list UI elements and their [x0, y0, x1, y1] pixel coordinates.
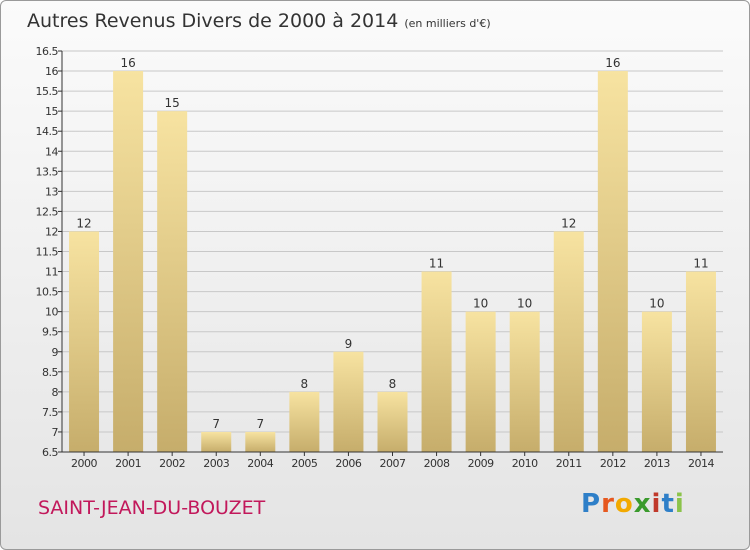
data-label: 8: [301, 377, 309, 391]
x-tick-label: 2011: [556, 457, 582, 470]
x-tick-labels: 2000 2001 2002 2003 2004 2005 2006 2007 2008 2009…: [71, 452, 715, 470]
data-label: 9: [345, 337, 353, 351]
logo-letter: i: [674, 489, 685, 519]
chart-title: Autres Revenus Divers de 2000 à 2014: [27, 10, 399, 32]
bar-2003: [201, 431, 232, 452]
bar-2004: [245, 431, 276, 452]
y-tick-label: 11: [45, 266, 58, 279]
data-label: 8: [389, 377, 397, 391]
y-tick-label: 12: [45, 225, 58, 238]
data-label: 11: [693, 257, 708, 271]
y-tick-label: 10: [45, 306, 58, 319]
logo-letter: x: [633, 489, 652, 519]
bar-2011: [553, 231, 584, 452]
x-tick-label: 2012: [600, 457, 626, 470]
x-tick-label: 2000: [71, 457, 97, 470]
x-tick-label: 2004: [247, 457, 273, 470]
y-tick-label: 6.5: [42, 446, 58, 459]
bar-2007: [377, 391, 408, 452]
y-tick-label: 15.5: [36, 85, 59, 98]
chart-subtitle: (en milliers d'€): [404, 17, 491, 30]
y-tick-label: 7: [52, 426, 59, 439]
data-label: 16: [120, 56, 135, 70]
data-label: 15: [165, 96, 180, 110]
x-tick-label: 2005: [291, 457, 317, 470]
x-tick-label: 2007: [380, 457, 406, 470]
y-tick-labels: 6.5 7 7.5 8 8.5 9 9.5 10 10.5 11 11.5 12 12.5 13 13.5 1…: [36, 45, 62, 459]
y-tick-label: 9.5: [42, 326, 58, 339]
y-tick-label: 15: [45, 105, 58, 118]
y-tick-label: 7.5: [42, 406, 58, 419]
bars: [69, 71, 716, 453]
bar-2009: [465, 311, 496, 452]
x-tick-label: 2002: [159, 457, 185, 470]
data-label: 12: [76, 216, 91, 230]
x-tick-label: 2014: [688, 457, 714, 470]
x-tick-label: 2008: [424, 457, 450, 470]
y-tick-label: 10.5: [36, 286, 59, 299]
y-tick-label: 16.5: [36, 45, 59, 58]
x-tick-label: 2003: [203, 457, 229, 470]
data-label: 10: [517, 297, 532, 311]
bar-2005: [289, 391, 320, 452]
bar-2000: [69, 231, 100, 452]
y-tick-label: 14: [45, 145, 58, 158]
commune-name: SAINT-JEAN-DU-BOUZET: [38, 497, 266, 519]
data-label: 11: [429, 257, 444, 271]
x-tick-label: 2001: [115, 457, 141, 470]
proxiti-logo: Proxiti: [581, 489, 685, 519]
x-tick-label: 2010: [512, 457, 538, 470]
bar-2010: [509, 311, 540, 452]
y-tick-label: 13: [45, 185, 58, 198]
y-tick-label: 13.5: [36, 165, 59, 178]
data-label: 7: [256, 417, 264, 431]
chart-title-block: Autres Revenus Divers de 2000 à 2014 (en …: [27, 10, 491, 32]
data-labels: 12 16 15 7 7 8 9 8 11 10 10 12 16 10 11: [76, 56, 708, 431]
bar-2008: [421, 271, 452, 452]
y-tick-label: 16: [45, 65, 58, 78]
bar-2012: [597, 71, 628, 453]
x-tick-label: 2006: [335, 457, 361, 470]
data-label: 10: [649, 297, 664, 311]
y-tick-label: 12.5: [36, 205, 59, 218]
data-label: 7: [212, 417, 220, 431]
logo-letter: t: [661, 489, 675, 519]
y-tick-label: 9: [52, 346, 59, 359]
data-label: 10: [473, 297, 488, 311]
bar-2013: [641, 311, 672, 452]
bar-2014: [685, 271, 716, 452]
bar-2001: [113, 71, 144, 453]
x-tick-label: 2009: [468, 457, 494, 470]
y-tick-label: 14.5: [36, 125, 59, 138]
bar-2006: [333, 351, 364, 452]
logo-letter: r: [601, 489, 615, 519]
y-tick-label: 8: [52, 386, 59, 399]
data-label: 16: [605, 56, 620, 70]
y-tick-label: 8.5: [42, 366, 58, 379]
data-label: 12: [561, 216, 576, 230]
logo-letter: P: [581, 489, 602, 519]
bar-2002: [157, 111, 188, 453]
x-tick-label: 2013: [644, 457, 670, 470]
logo-letter: o: [614, 489, 634, 519]
y-tick-label: 11.5: [36, 246, 59, 259]
logo-letter: i: [651, 489, 662, 519]
